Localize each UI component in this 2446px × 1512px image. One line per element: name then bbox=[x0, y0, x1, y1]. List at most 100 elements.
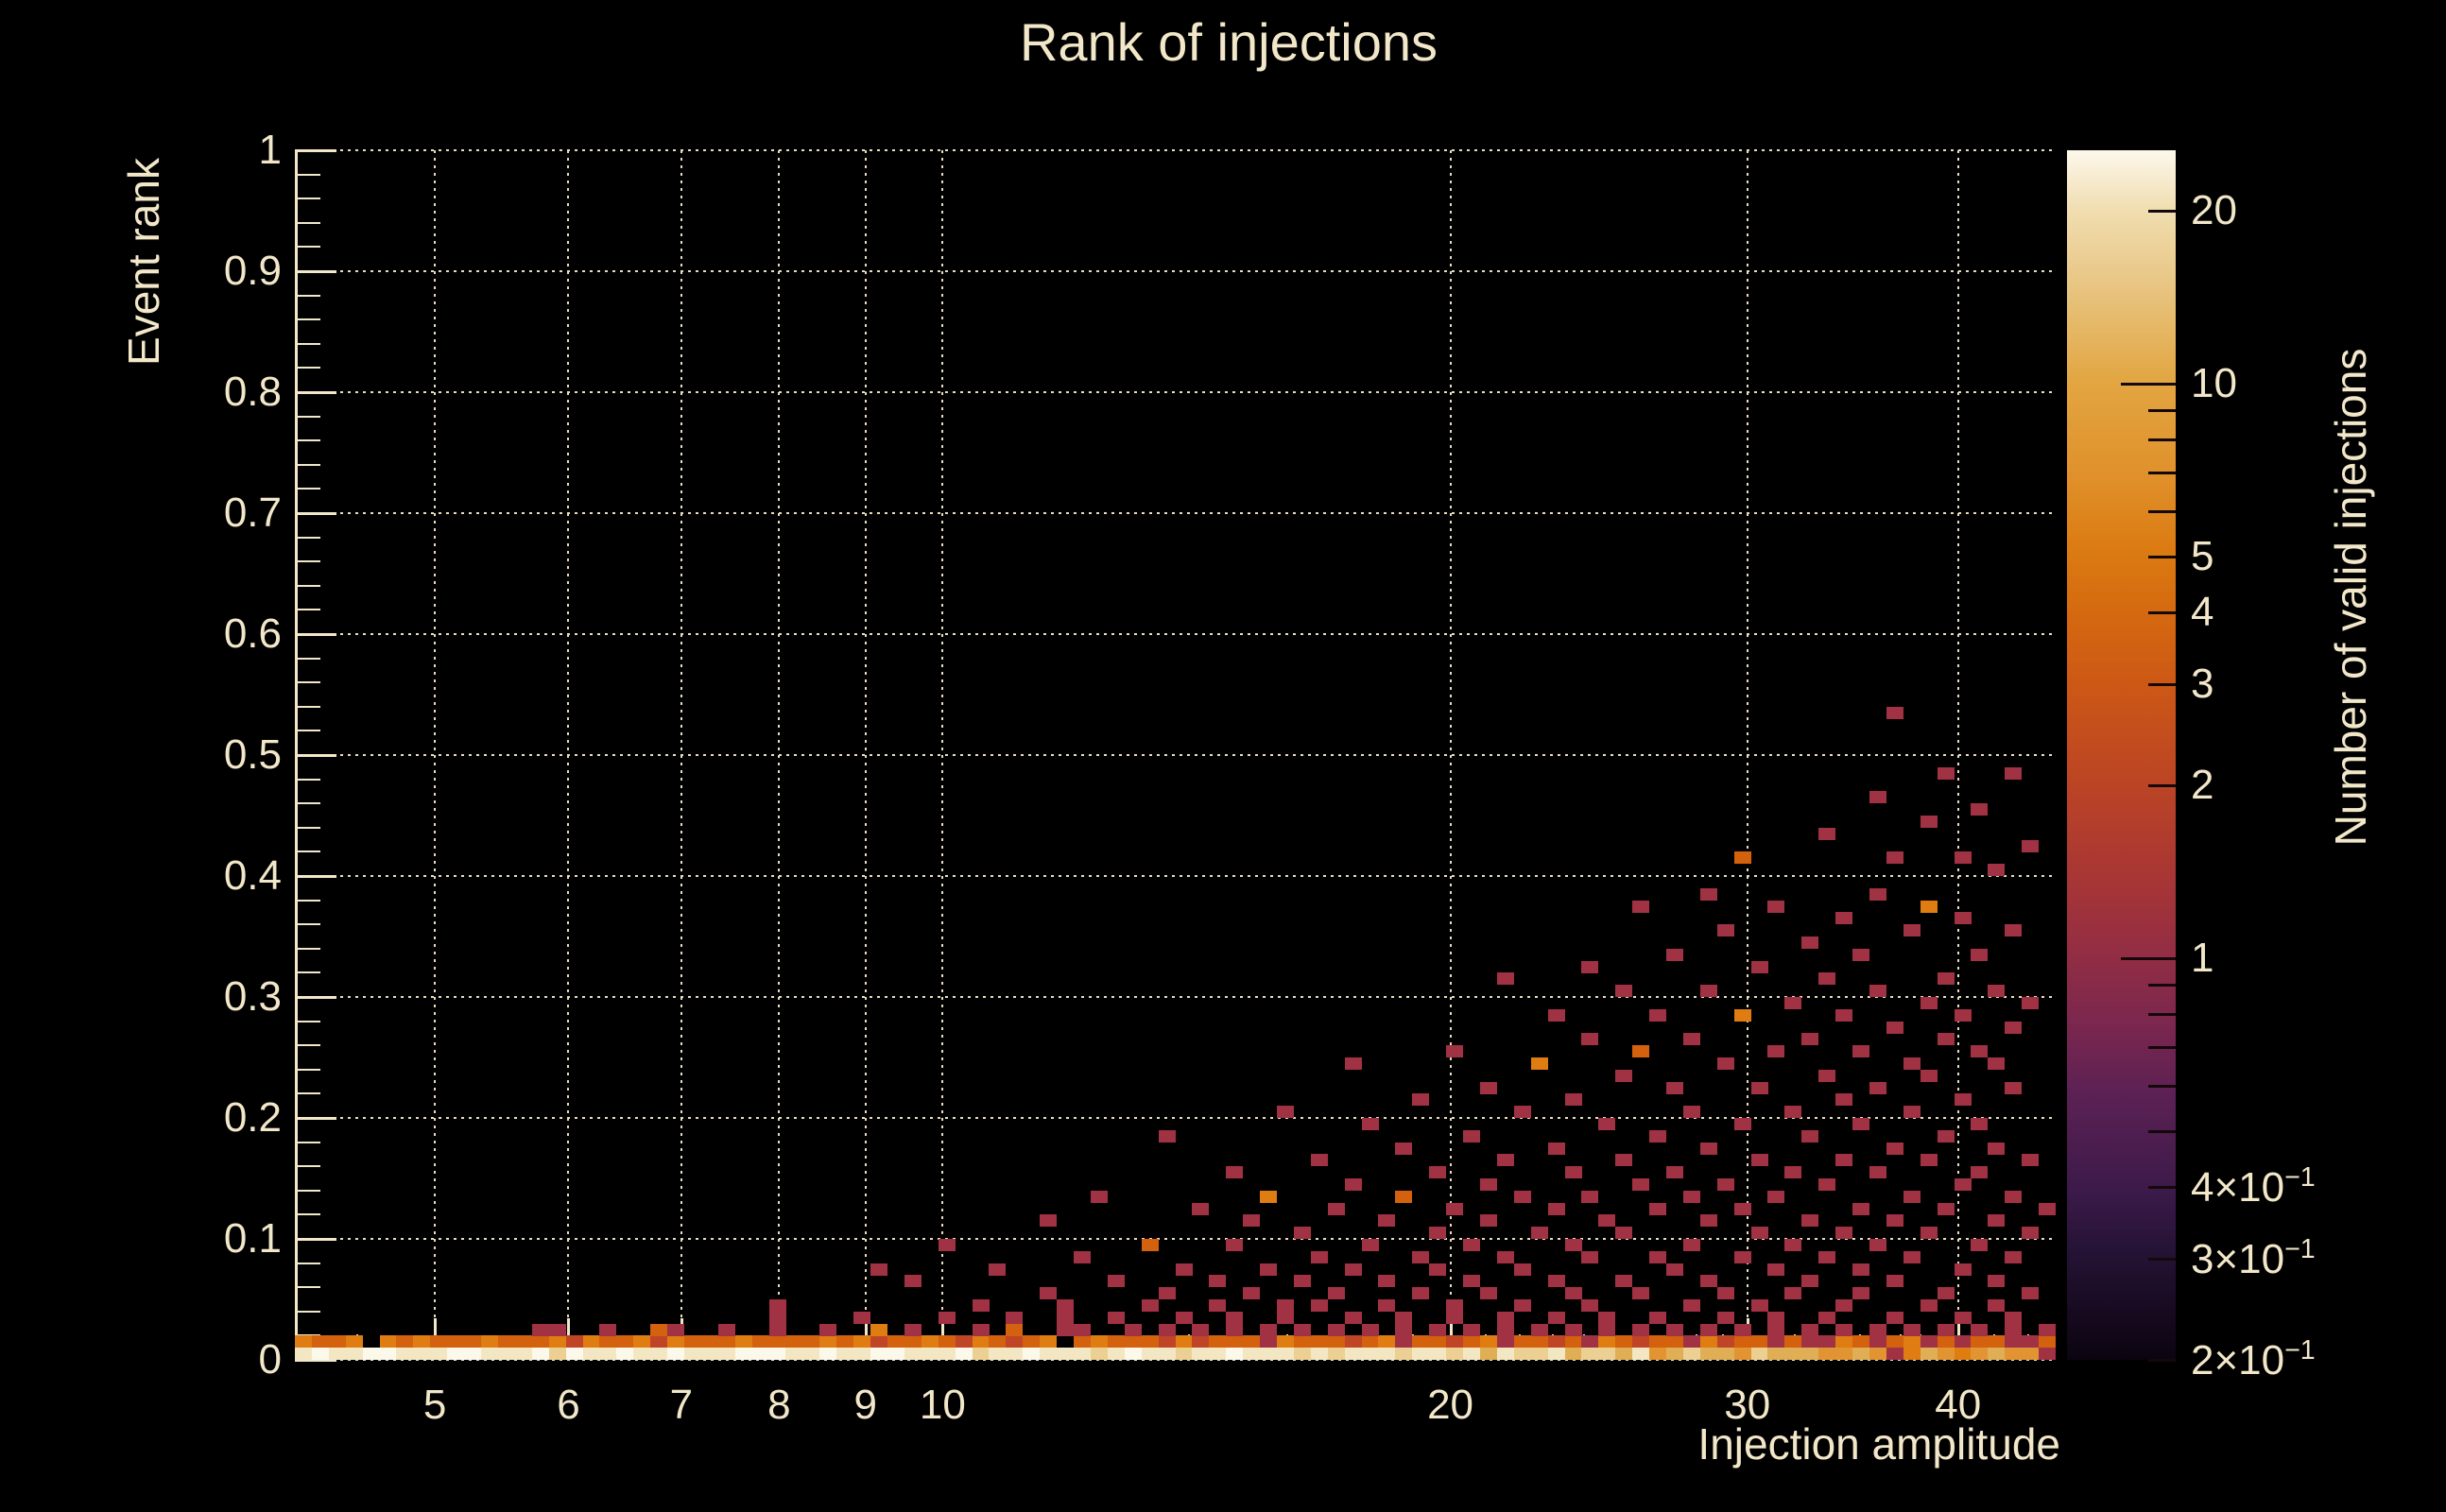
heatmap-cell bbox=[1293, 1275, 1311, 1288]
heatmap-cell bbox=[1344, 1311, 1362, 1324]
heatmap-cell bbox=[1767, 1311, 1785, 1324]
heatmap-cell bbox=[1598, 1311, 1616, 1324]
heatmap-cell bbox=[1750, 1227, 1768, 1240]
y-tick-label: 0.6 bbox=[223, 610, 282, 657]
y-minor-tick bbox=[295, 439, 320, 442]
heatmap-cell bbox=[734, 1348, 752, 1361]
y-tick-label: 0.8 bbox=[223, 369, 282, 415]
gridline-y-0.3 bbox=[295, 996, 2056, 998]
heatmap-cell bbox=[1971, 1045, 1989, 1058]
y-tick-label: 0.1 bbox=[223, 1215, 282, 1262]
heatmap-cell bbox=[938, 1239, 956, 1251]
heatmap-cell bbox=[1175, 1335, 1193, 1349]
heatmap-cell bbox=[1818, 1069, 1836, 1082]
heatmap-cell bbox=[1564, 1323, 1582, 1336]
y-axis-title: Event rank bbox=[119, 158, 168, 366]
colorbar-tick-label: 3×10−1 bbox=[2191, 1234, 2316, 1282]
heatmap-cell bbox=[1937, 1202, 1955, 1215]
heatmap-cell bbox=[1903, 1348, 1921, 1361]
colorbar-tick-label: 2×10−1 bbox=[2191, 1335, 2316, 1383]
heatmap-cell bbox=[1564, 1335, 1582, 1349]
heatmap-cell bbox=[785, 1348, 803, 1361]
heatmap-cell bbox=[1327, 1202, 1345, 1215]
y-minor-tick bbox=[295, 778, 320, 781]
heatmap-cell bbox=[1632, 1045, 1650, 1058]
heatmap-cell bbox=[1649, 1335, 1667, 1349]
heatmap-cell bbox=[1784, 1166, 1802, 1179]
heatmap-cell bbox=[1547, 1202, 1565, 1215]
y-minor-tick bbox=[295, 1141, 320, 1143]
heatmap-cell bbox=[938, 1348, 956, 1361]
heatmap-cell bbox=[1513, 1348, 1531, 1361]
heatmap-cell bbox=[481, 1335, 499, 1349]
y-tick-label: 0.7 bbox=[223, 490, 282, 536]
heatmap-cell bbox=[1988, 1142, 2006, 1155]
heatmap-cell bbox=[1954, 1335, 1972, 1349]
heatmap-cell bbox=[1074, 1348, 1092, 1361]
colorbar-tick bbox=[2148, 1046, 2176, 1050]
heatmap-cell bbox=[2039, 1348, 2057, 1361]
heatmap-cell bbox=[751, 1348, 769, 1361]
colorbar-tick bbox=[2148, 1185, 2176, 1189]
y-minor-tick bbox=[295, 173, 320, 176]
heatmap-cell bbox=[430, 1335, 448, 1349]
heatmap-cell bbox=[1903, 1250, 1921, 1263]
heatmap-cell bbox=[565, 1348, 583, 1361]
heatmap-cell bbox=[1395, 1335, 1413, 1349]
heatmap-cell bbox=[819, 1335, 837, 1349]
heatmap-cell bbox=[430, 1348, 448, 1361]
heatmap-cell bbox=[1361, 1348, 1379, 1361]
y-minor-tick bbox=[295, 198, 320, 200]
heatmap-cell bbox=[853, 1335, 871, 1349]
heatmap-cell bbox=[1243, 1287, 1261, 1300]
heatmap-cell bbox=[345, 1335, 363, 1349]
heatmap-cell bbox=[295, 1348, 312, 1361]
heatmap-cell bbox=[2005, 1021, 2023, 1034]
heatmap-cell bbox=[1530, 1227, 1548, 1240]
y-minor-tick bbox=[295, 802, 320, 805]
heatmap-cell bbox=[1886, 1021, 1903, 1034]
y-minor-tick bbox=[295, 342, 320, 345]
heatmap-cell bbox=[2022, 1154, 2040, 1167]
heatmap-cell bbox=[1767, 1263, 1785, 1276]
y-minor-tick bbox=[295, 1310, 320, 1313]
heatmap-cell bbox=[1192, 1323, 1210, 1336]
heatmap-cell bbox=[1226, 1311, 1244, 1324]
gridline-y-0.1 bbox=[295, 1238, 2056, 1240]
heatmap-cell bbox=[684, 1335, 701, 1349]
heatmap-cell bbox=[396, 1348, 414, 1361]
heatmap-cell bbox=[1903, 1057, 1921, 1070]
heatmap-cell bbox=[1581, 1190, 1599, 1203]
heatmap-cell bbox=[1209, 1348, 1227, 1361]
heatmap-cell bbox=[1649, 1129, 1667, 1143]
y-minor-tick bbox=[295, 657, 320, 660]
heatmap-cell bbox=[1733, 1118, 1751, 1130]
gridline-x-5 bbox=[434, 150, 437, 1360]
y-minor-tick bbox=[295, 730, 320, 732]
heatmap-cell bbox=[1361, 1118, 1379, 1130]
heatmap-cell bbox=[1869, 791, 1886, 804]
heatmap-cell bbox=[955, 1335, 973, 1349]
heatmap-cell bbox=[1395, 1348, 1413, 1361]
heatmap-cell bbox=[904, 1275, 922, 1288]
heatmap-cell bbox=[904, 1335, 922, 1349]
heatmap-cell bbox=[2005, 1323, 2023, 1336]
heatmap-cell bbox=[1361, 1323, 1379, 1336]
y-minor-tick bbox=[295, 1262, 320, 1264]
heatmap-cell bbox=[1954, 1178, 1972, 1191]
heatmap-cell bbox=[1852, 1045, 1870, 1058]
y-major-tick bbox=[295, 875, 336, 878]
heatmap-cell bbox=[1682, 1239, 1700, 1251]
y-major-tick bbox=[295, 1238, 336, 1241]
heatmap-cell bbox=[1869, 1239, 1886, 1251]
heatmap-cell bbox=[1784, 1239, 1802, 1251]
heatmap-cell bbox=[1006, 1323, 1024, 1336]
heatmap-cell bbox=[582, 1348, 600, 1361]
heatmap-cell bbox=[1801, 1129, 1819, 1143]
heatmap-cell bbox=[938, 1311, 956, 1324]
heatmap-cell bbox=[1886, 851, 1903, 865]
heatmap-cell bbox=[1733, 851, 1751, 865]
heatmap-cell bbox=[1175, 1311, 1193, 1324]
heatmap-cell bbox=[1937, 766, 1955, 780]
heatmap-cell bbox=[1801, 1033, 1819, 1046]
